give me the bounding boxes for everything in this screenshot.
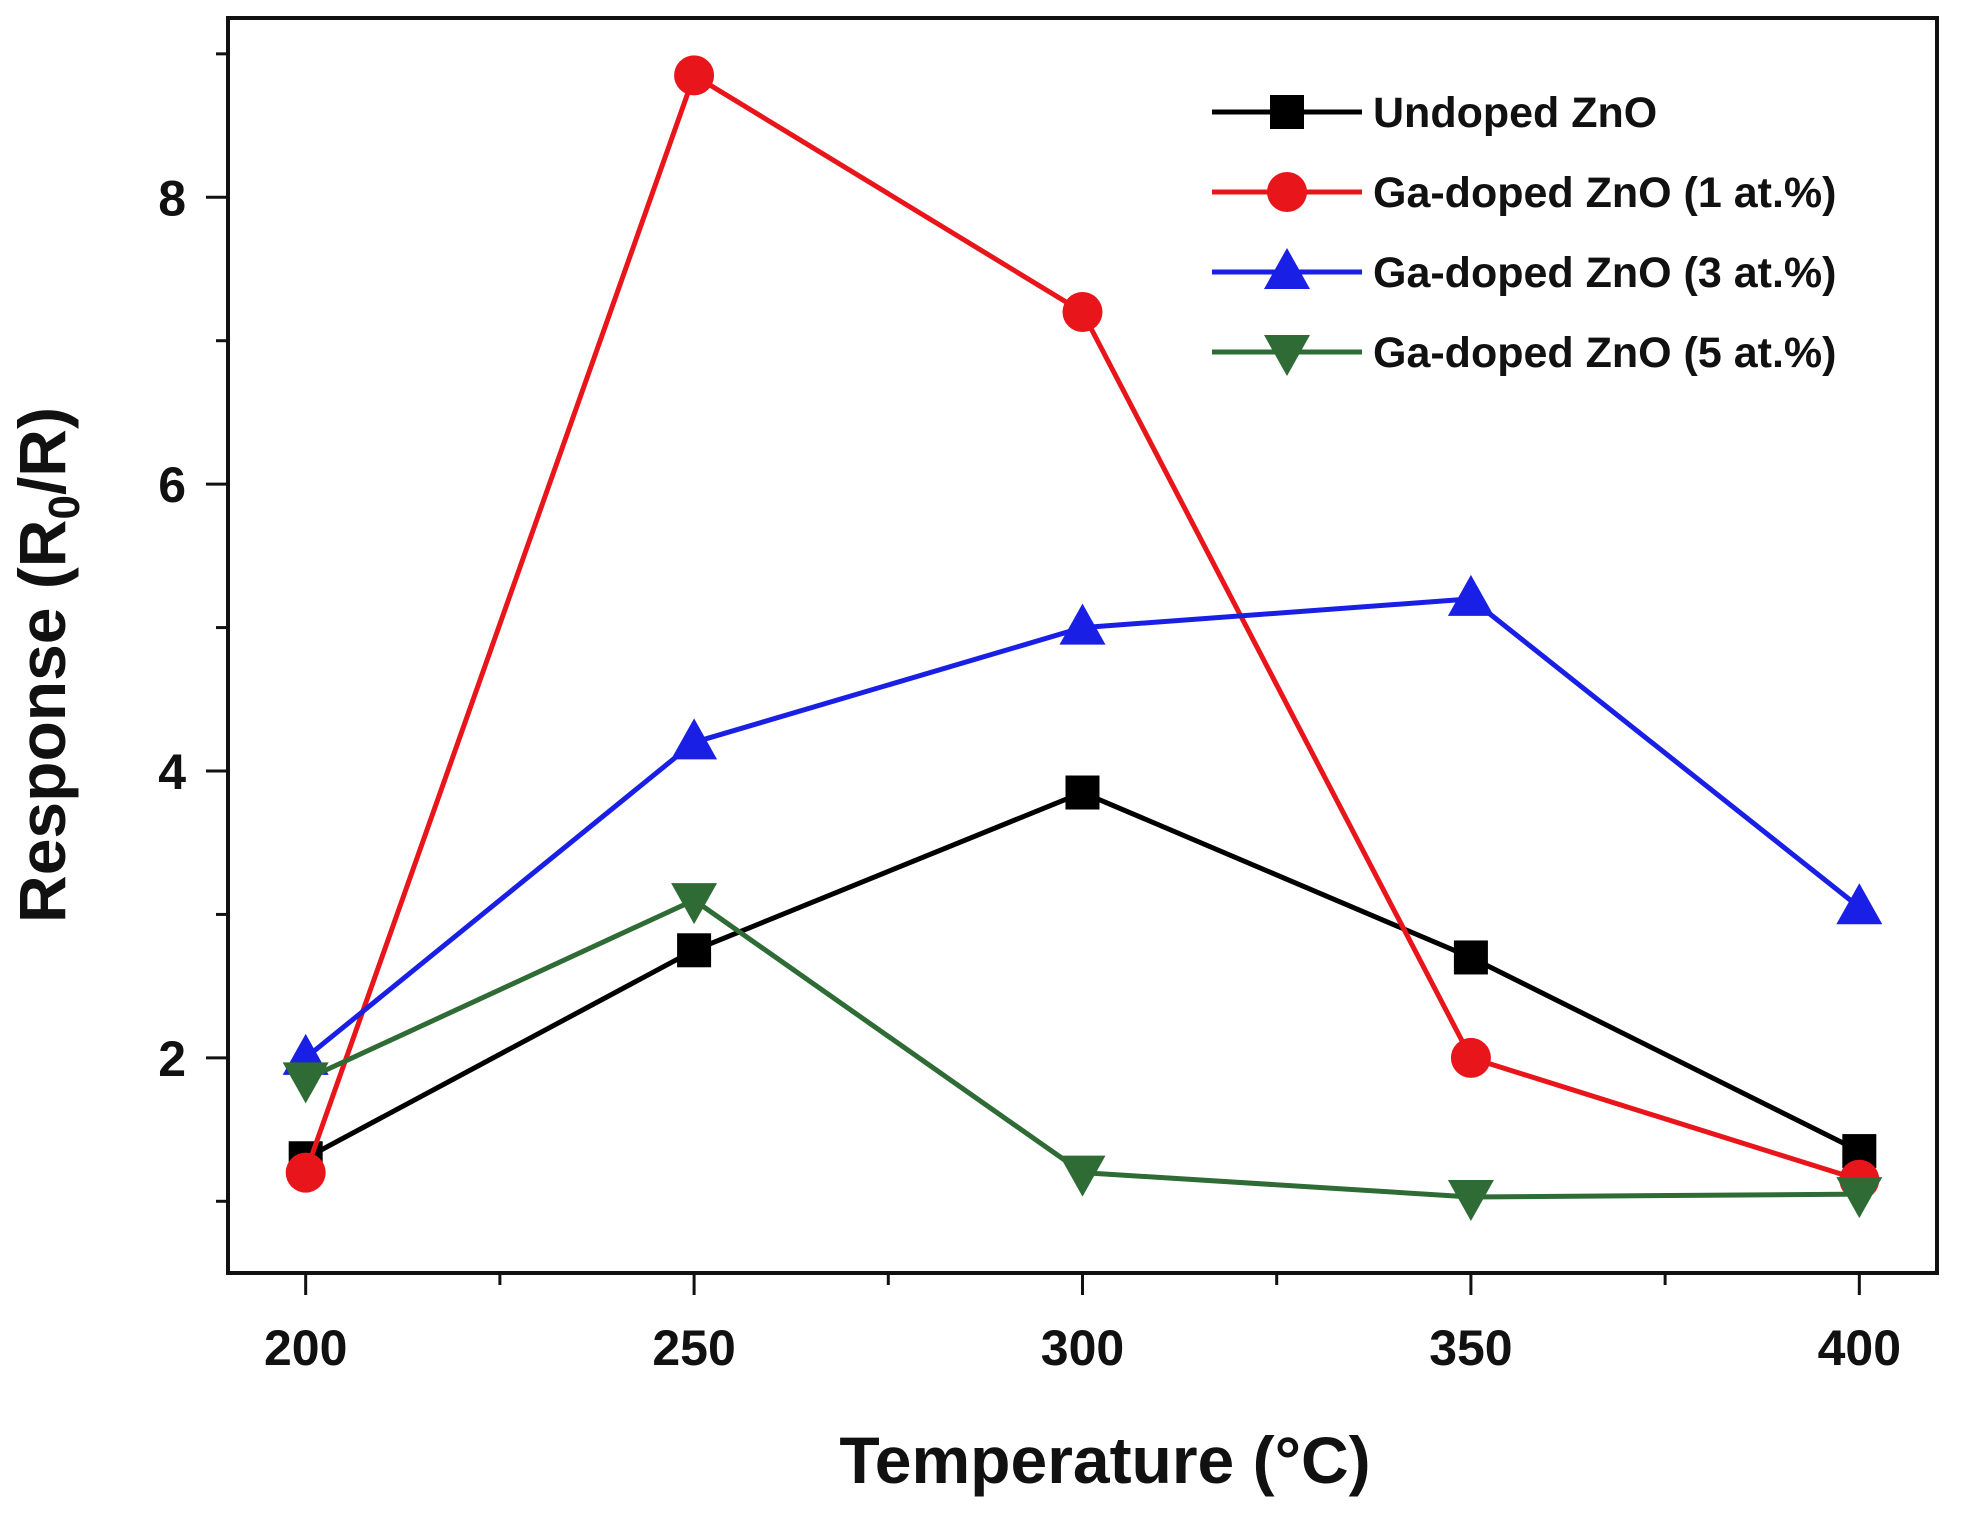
data-point [671,883,718,925]
series-layer [282,55,1883,1221]
x-tick-label: 300 [1041,1320,1124,1376]
legend-marker [1267,172,1307,212]
data-point [671,718,718,760]
data-point [1059,603,1106,645]
y-axis-title-suffix: /R) [5,407,79,495]
data-point [1836,883,1883,925]
x-tick-label: 400 [1818,1320,1901,1376]
legend-label: Ga-doped ZnO (1 at.%) [1373,169,1836,217]
data-point [1453,940,1488,975]
data-point [1062,292,1103,333]
data-point [1447,1179,1494,1221]
data-point [1447,574,1494,616]
legend-label: Ga-doped ZnO (3 at.%) [1373,249,1836,297]
legend-item: Ga-doped ZnO (5 at.%) [1212,329,1836,377]
plot-frame [226,16,1939,1275]
y-axis-title: Response (R0/R) [5,407,89,923]
y-tick-label: 6 [158,457,186,513]
data-point [1836,1177,1883,1219]
data-point [282,1062,329,1104]
y-tick-label: 2 [158,1031,186,1087]
legend: Undoped ZnO Ga-doped ZnO (1 at.%) Ga-doped… [1212,89,1836,377]
legend-item: Ga-doped ZnO (1 at.%) [1212,169,1836,217]
data-point [677,933,712,968]
y-axis-title-prefix: Response (R [5,520,79,923]
legend-marker [1264,248,1310,289]
data-point [674,55,715,96]
data-point [1450,1037,1491,1078]
legend-label: Ga-doped ZnO (5 at.%) [1373,329,1836,377]
y-tick-label: 8 [158,170,186,226]
y-axis-title-subscript: 0 [40,495,89,519]
legend-marker [1264,335,1310,376]
x-tick-label: 250 [652,1320,735,1376]
data-point [285,1152,326,1193]
x-tick-label: 200 [264,1320,347,1376]
legend-marker [1270,95,1304,129]
tick-labels: 200 250 300 350 400 2 4 6 8 [158,170,1901,1376]
data-point [1065,775,1100,810]
legend-item: Ga-doped ZnO (3 at.%) [1212,248,1836,297]
series-4 [282,883,1883,1221]
x-tick-label: 350 [1429,1320,1512,1376]
data-point [1059,1155,1106,1197]
legend-item: Undoped ZnO [1212,89,1657,137]
legend-label: Undoped ZnO [1373,89,1657,137]
x-axis-title: Temperature (°C) [839,1423,1370,1497]
y-tick-label: 4 [158,744,186,800]
